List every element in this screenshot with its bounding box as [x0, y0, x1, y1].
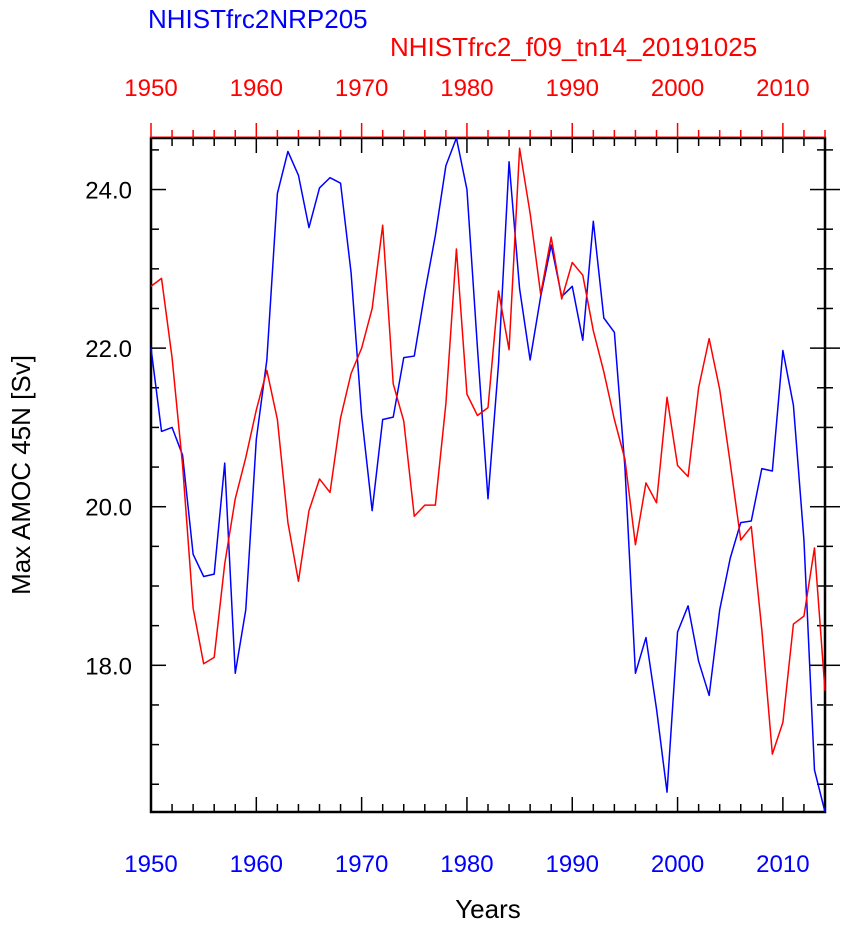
- plot-frame: [149, 136, 827, 814]
- series-lines: [150, 137, 826, 813]
- x-tick-label-top: 1960: [230, 75, 283, 102]
- x-tick-label-bottom: 2010: [756, 851, 809, 878]
- x-tick-label-bottom: 1980: [440, 851, 493, 878]
- x-tick-label-bottom: 1970: [335, 851, 388, 878]
- axis-tick-labels: 1950 1950 1960 1960 1970 1970 1980 1980 1990 1990…: [85, 75, 809, 878]
- x-tick-label-bottom: 2000: [651, 851, 704, 878]
- x-tick-label-top: 1970: [335, 75, 388, 102]
- x-tick-label-bottom: 1950: [124, 851, 177, 878]
- red-series-line: [150, 147, 826, 755]
- x-tick-label-top: 2010: [756, 75, 809, 102]
- x-tick-label-top: 1950: [124, 75, 177, 102]
- y-tick-label: 20.0: [85, 495, 132, 522]
- x-tick-label-bottom: 1960: [230, 851, 283, 878]
- y-tick-label: 24.0: [85, 178, 132, 205]
- y-axis-title: Max AMOC 45N [Sv]: [6, 355, 36, 595]
- axis-ticks: [150, 123, 840, 812]
- x-tick-label-bottom: 1990: [546, 851, 599, 878]
- y-tick-label: 22.0: [85, 336, 132, 363]
- y-tick-label: 18.0: [85, 653, 132, 680]
- red-series-title: NHISTfrc2_f09_tn14_20191025: [390, 32, 757, 62]
- x-axis-title: Years: [455, 894, 521, 924]
- x-tick-label-top: 2000: [651, 75, 704, 102]
- x-tick-label-top: 1990: [546, 75, 599, 102]
- x-tick-label-top: 1980: [440, 75, 493, 102]
- blue-series-title: NHISTfrc2NRP205: [148, 4, 368, 34]
- blue-series-line: [150, 137, 826, 813]
